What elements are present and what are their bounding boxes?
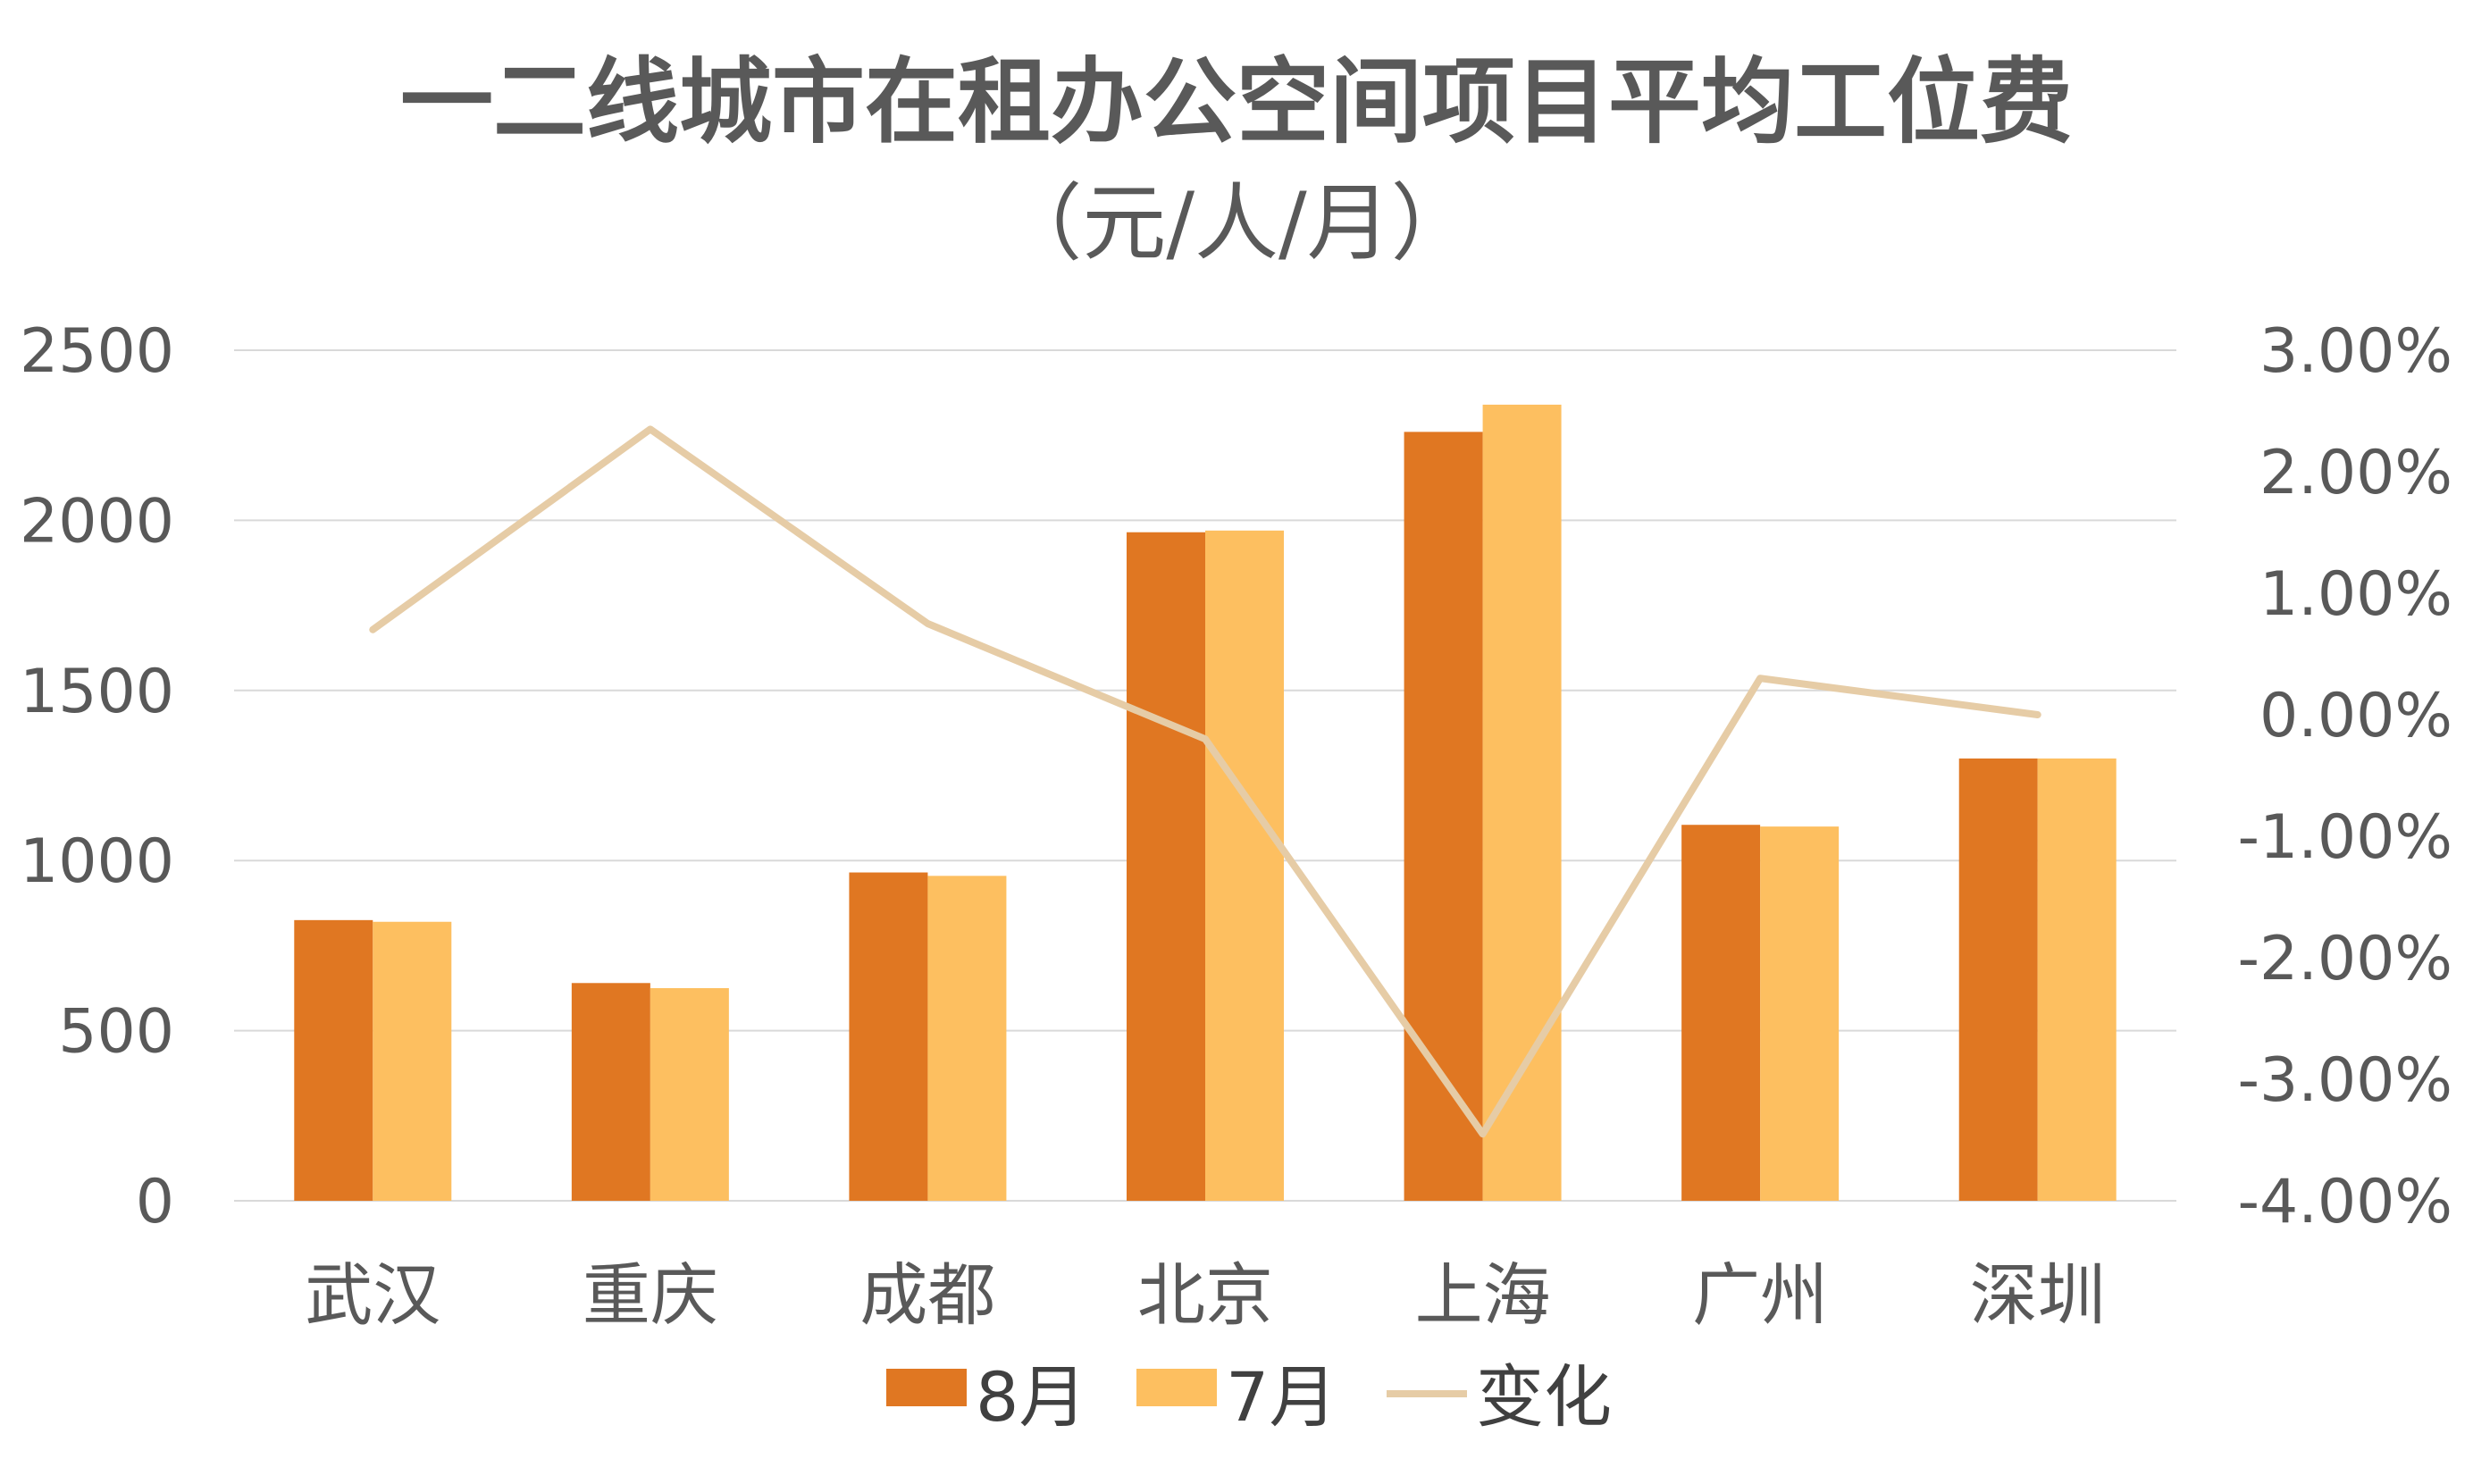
right-tick-label: -1.00% (2237, 802, 2452, 873)
bar-8月 (849, 872, 928, 1201)
left-tick-label: 2000 (20, 486, 174, 557)
left-tick-label: 0 (136, 1167, 174, 1237)
bar-7月 (1205, 530, 1284, 1201)
category-label: 重庆 (583, 1255, 718, 1335)
legend-label: 7月 (1226, 1357, 1337, 1437)
bar-8月 (294, 919, 373, 1201)
bar-7月 (1482, 404, 1562, 1202)
category-label: 武汉 (305, 1255, 440, 1335)
bar-8月 (1681, 825, 1761, 1201)
legend-swatch (886, 1369, 967, 1406)
legend-swatch (1136, 1369, 1217, 1406)
bar-7月 (2037, 758, 2117, 1201)
left-tick-label: 1500 (20, 657, 174, 727)
category-axis: 武汉 重庆 成都 北京 上海 广州 深圳 (305, 1255, 2105, 1335)
right-axis: -4.00% -3.00% -2.00% -1.00% 0.00% 1.00% 2.00% 3… (2237, 316, 2452, 1237)
bar-8月 (1127, 532, 1205, 1201)
legend-label: 变化 (1476, 1357, 1612, 1437)
chart-title: 一二线城市在租办公空间项目平均工位费 (400, 47, 2073, 156)
bar-7月 (927, 876, 1007, 1201)
category-label: 北京 (1137, 1255, 1273, 1335)
right-tick-label: -4.00% (2237, 1167, 2452, 1237)
bar-7月 (1760, 826, 1840, 1201)
left-tick-label: 2500 (20, 316, 174, 387)
category-label: 上海 (1415, 1255, 1551, 1335)
category-label: 深圳 (1970, 1255, 2106, 1335)
right-tick-label: -3.00% (2237, 1045, 2452, 1116)
bar-series (294, 404, 2117, 1202)
line-series (369, 425, 2041, 1138)
legend-label: 8月 (976, 1357, 1086, 1437)
left-tick-label: 1000 (20, 826, 174, 897)
right-tick-label: 2.00% (2259, 438, 2452, 508)
right-tick-label: -2.00% (2237, 924, 2452, 994)
category-label: 广州 (1692, 1255, 1828, 1335)
right-tick-label: 0.00% (2259, 681, 2452, 751)
left-axis: 0 500 1000 1500 2000 2500 (20, 316, 174, 1237)
bar-8月 (1958, 758, 2038, 1201)
left-tick-label: 500 (58, 997, 174, 1068)
bar-7月 (373, 921, 452, 1201)
bar-8月 (1404, 432, 1483, 1202)
bar-7月 (650, 988, 729, 1201)
right-tick-label: 1.00% (2259, 559, 2452, 630)
bar-8月 (571, 983, 650, 1201)
right-tick-label: 3.00% (2259, 316, 2452, 387)
legend: 8月 7月 变化 (886, 1357, 1612, 1437)
chart-subtitle: （元/人/月） (998, 175, 1474, 272)
category-label: 成都 (859, 1255, 995, 1335)
line-变化 (369, 425, 2041, 1138)
